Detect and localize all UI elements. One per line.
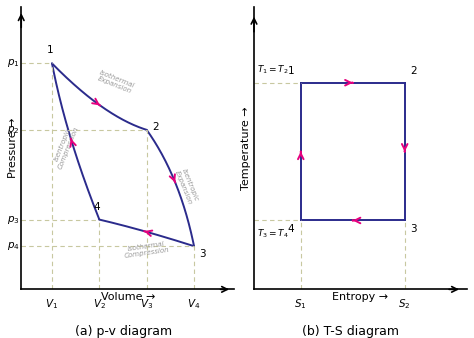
Text: $V_2$: $V_2$ [93, 297, 106, 311]
Text: $V_4$: $V_4$ [187, 297, 201, 311]
Y-axis label: Pressure →: Pressure → [9, 118, 18, 178]
Text: 3: 3 [410, 224, 417, 234]
Text: 2: 2 [152, 122, 159, 131]
Text: (a) p-v diagram: (a) p-v diagram [75, 324, 172, 338]
Y-axis label: Temperature →: Temperature → [241, 106, 251, 190]
Text: $V_1$: $V_1$ [46, 297, 59, 311]
Text: 4: 4 [288, 224, 294, 234]
Text: 1: 1 [288, 66, 294, 76]
X-axis label: Volume →: Volume → [100, 292, 155, 302]
Text: Isentropic
Compression: Isentropic Compression [51, 123, 80, 170]
Text: $p_2$: $p_2$ [7, 124, 19, 136]
Text: 3: 3 [199, 249, 205, 260]
Text: (b) T-S diagram: (b) T-S diagram [302, 324, 399, 338]
Text: $p_1$: $p_1$ [7, 57, 19, 69]
Text: $V_3$: $V_3$ [140, 297, 153, 311]
Text: Isothermal
Compression: Isothermal Compression [123, 240, 170, 259]
Text: 1: 1 [46, 45, 53, 55]
Text: $T_3=T_4$: $T_3=T_4$ [256, 227, 289, 240]
Text: Isentropic
Expansion: Isentropic Expansion [174, 167, 200, 206]
Text: Isothermal
Expansion: Isothermal Expansion [96, 69, 136, 95]
Text: 2: 2 [410, 66, 417, 76]
Text: $p_3$: $p_3$ [7, 214, 19, 225]
Text: $p_4$: $p_4$ [7, 240, 19, 252]
X-axis label: Entropy →: Entropy → [332, 292, 389, 302]
Text: 4: 4 [94, 201, 100, 212]
Text: $S_2$: $S_2$ [399, 298, 411, 311]
Text: $T_1=T_2$: $T_1=T_2$ [256, 63, 288, 76]
Text: $S_1$: $S_1$ [294, 298, 307, 311]
